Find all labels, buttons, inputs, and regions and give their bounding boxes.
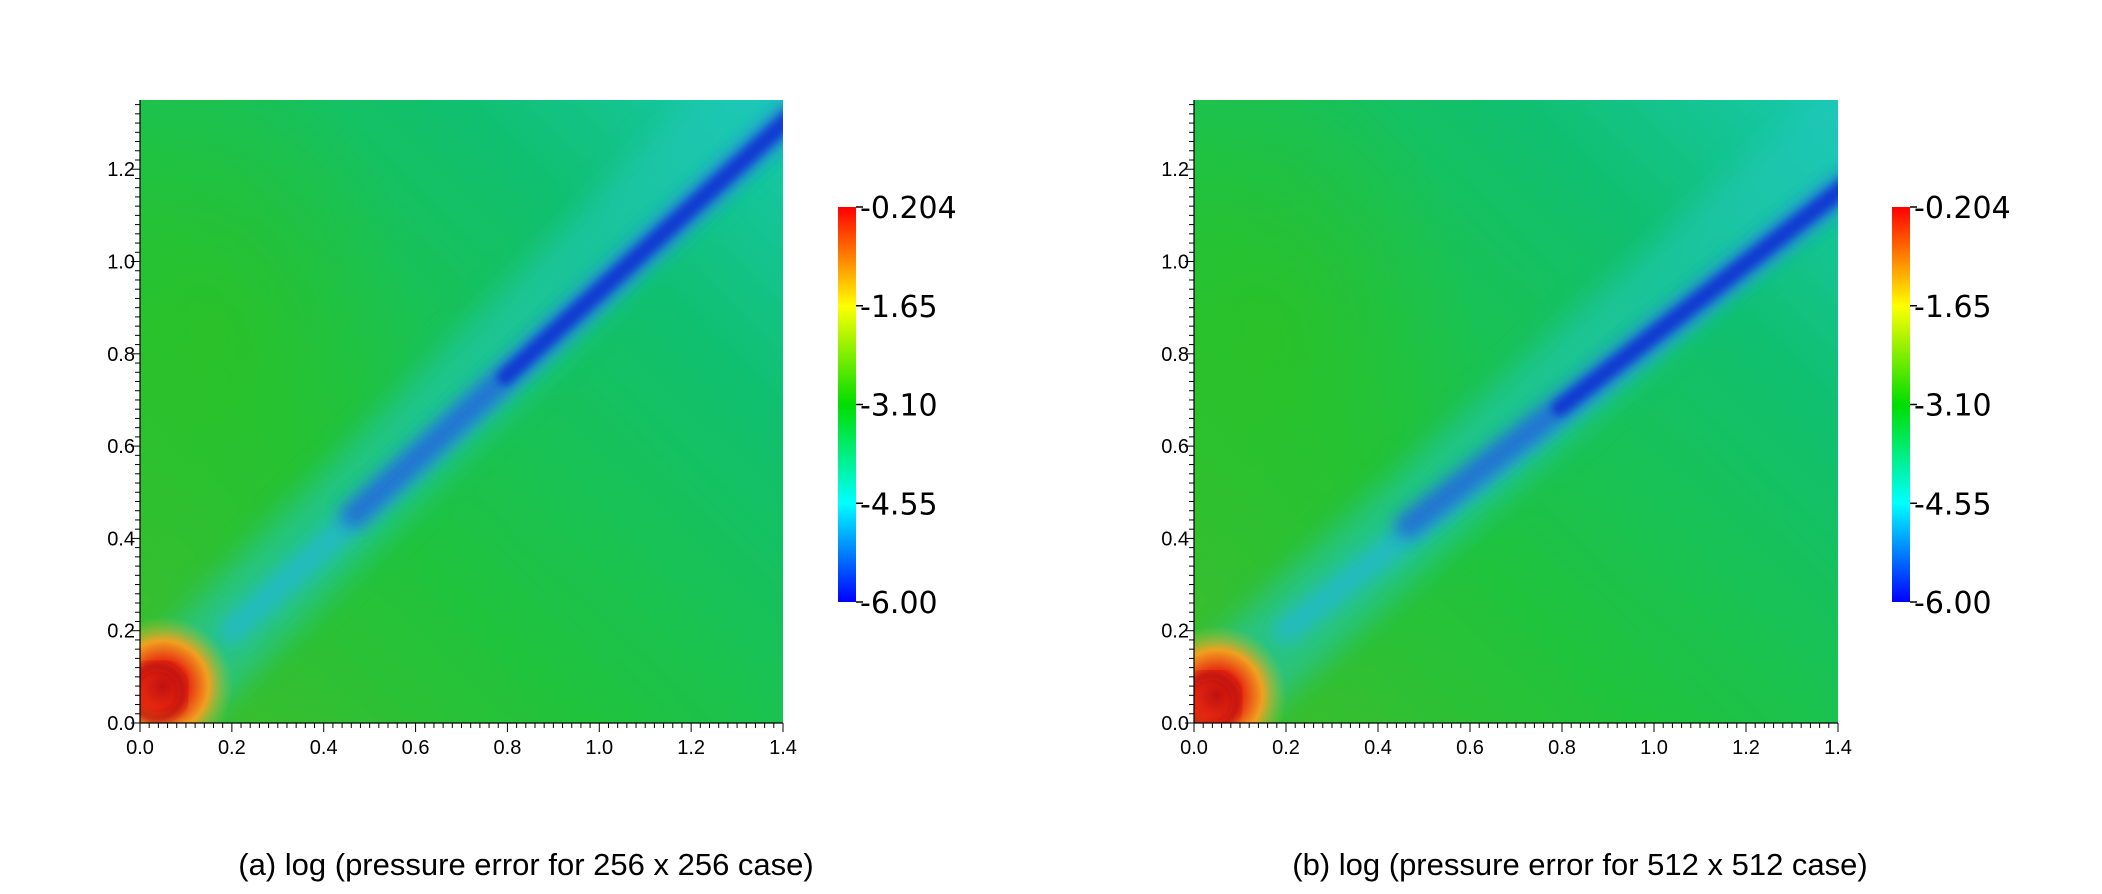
y-tick-label: 1.0 bbox=[107, 252, 135, 274]
panel-caption: (b) log (pressure error for 512 x 512 ca… bbox=[1292, 847, 1867, 882]
y-tick-label: 0.4 bbox=[1161, 528, 1189, 550]
colorbar-tick-label: -3.10 bbox=[860, 389, 938, 424]
y-tick-label: 0.8 bbox=[1161, 344, 1189, 366]
x-tick-label: 0.8 bbox=[1548, 737, 1576, 759]
y-tick-label: 0.6 bbox=[107, 436, 135, 458]
colorbar-tick-label: -6.00 bbox=[860, 586, 938, 621]
y-tick-label: 0.8 bbox=[107, 344, 135, 366]
y-tick-label: 1.0 bbox=[1161, 252, 1189, 274]
high-error-ring bbox=[1194, 670, 1242, 723]
colorbar-tick-label: -6.00 bbox=[1914, 586, 1992, 621]
x-tick-label: 0.2 bbox=[1272, 737, 1300, 759]
colorbar-tick-label: -1.65 bbox=[860, 290, 938, 325]
colorbar-gradient bbox=[838, 207, 856, 602]
x-tick-label: 1.2 bbox=[677, 737, 705, 759]
colorbar-tick-label: -0.204 bbox=[860, 191, 957, 226]
y-tick-label: 0.0 bbox=[107, 713, 135, 735]
x-tick-label: 0.4 bbox=[1364, 737, 1392, 759]
low-error-band-core bbox=[1551, 181, 1838, 417]
high-error-corner bbox=[140, 616, 233, 723]
colorbar-gradient bbox=[1892, 207, 1910, 602]
high-error-corner bbox=[1194, 625, 1287, 723]
x-tick-label: 0.4 bbox=[310, 737, 338, 759]
y-tick-label: 0.6 bbox=[1161, 436, 1189, 458]
colorbar-tick-label: -3.10 bbox=[1914, 389, 1992, 424]
x-tick-label: 1.4 bbox=[1824, 737, 1852, 759]
x-tick-label: 1.2 bbox=[1732, 737, 1760, 759]
x-tick-label: 1.4 bbox=[769, 737, 797, 759]
y-tick-label: 0.2 bbox=[107, 621, 135, 643]
y-tick-label: 0.2 bbox=[1161, 621, 1189, 643]
heatmap-panel: 0.0 0.2 0.4 0.6 0.8 1.0 1.2 1.4 0.0 0.2 0.4 0.6 0.8 1… bbox=[107, 100, 957, 882]
heatmap-field bbox=[140, 100, 783, 723]
y-tick-label: 0.0 bbox=[1161, 713, 1189, 735]
colorbar-tick-label: -4.55 bbox=[860, 487, 938, 522]
high-error-ring bbox=[140, 661, 188, 723]
x-tick-label: 0.6 bbox=[1456, 737, 1484, 759]
colorbar-tick-label: -1.65 bbox=[1914, 290, 1992, 325]
colorbar: -0.204 -1.65 -3.10 -4.55 -6.00 bbox=[1892, 191, 2011, 621]
heatmap-field bbox=[1194, 100, 1838, 723]
x-tick-label: 1.0 bbox=[585, 737, 613, 759]
low-error-band-core bbox=[497, 113, 783, 385]
panel-caption: (a) log (pressure error for 256 x 256 ca… bbox=[238, 847, 813, 882]
x-tick-label: 0.0 bbox=[1180, 737, 1208, 759]
heatmap-panel: 0.0 0.2 0.4 0.6 0.8 1.0 1.2 1.4 0.0 0.2 0.4 0.6 0.8 1… bbox=[1161, 100, 2011, 882]
x-tick-label: 0.6 bbox=[402, 737, 430, 759]
colorbar: -0.204 -1.65 -3.10 -4.55 -6.00 bbox=[838, 191, 957, 621]
x-tick-label: 0.0 bbox=[126, 737, 154, 759]
colorbar-tick-label: -0.204 bbox=[1914, 191, 2011, 226]
y-tick-label: 1.2 bbox=[107, 159, 135, 181]
y-tick-label: 0.4 bbox=[107, 528, 135, 550]
x-tick-label: 0.2 bbox=[218, 737, 246, 759]
y-tick-label: 1.2 bbox=[1161, 159, 1189, 181]
x-tick-label: 0.8 bbox=[494, 737, 522, 759]
colorbar-tick-label: -4.55 bbox=[1914, 487, 1992, 522]
x-tick-label: 1.0 bbox=[1640, 737, 1668, 759]
